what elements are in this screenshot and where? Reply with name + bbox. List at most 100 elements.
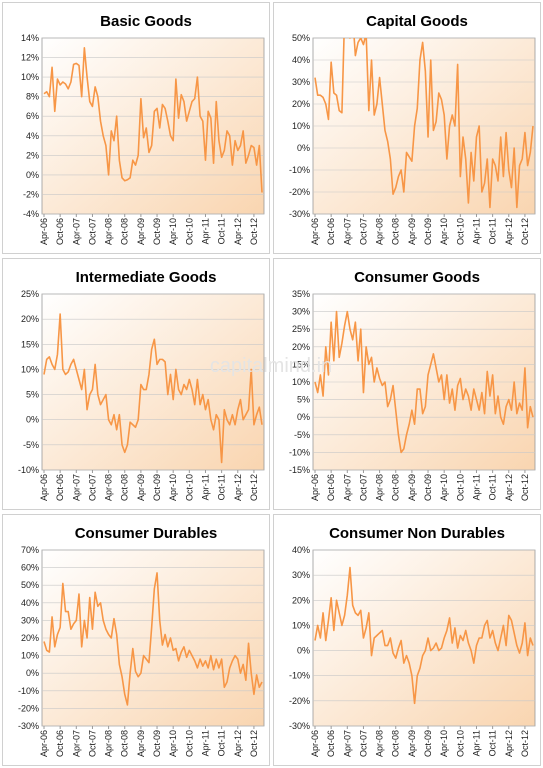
watermark: capitalmind.in (210, 355, 332, 377)
y-tick-label: -10% (18, 686, 39, 696)
y-tick-label: 0% (297, 412, 310, 422)
y-tick-label: 5% (297, 395, 310, 405)
x-tick-label: Oct-07 (87, 218, 97, 245)
x-tick-label: Apr-09 (136, 730, 146, 757)
y-tick-label: 20% (292, 595, 310, 605)
x-tick-label: Oct-08 (391, 474, 401, 501)
y-tick-label: 20% (21, 633, 39, 643)
y-tick-label: -20% (18, 703, 39, 713)
chart-title: Basic Goods (100, 13, 192, 30)
x-tick-label: Oct-11 (217, 218, 227, 244)
x-tick-label: Apr-10 (439, 474, 449, 501)
x-tick-label: Oct-11 (488, 730, 498, 756)
y-tick-label: 30% (21, 615, 39, 625)
y-tick-label: 15% (21, 339, 39, 349)
x-tick-label: Apr-07 (342, 474, 352, 501)
y-tick-label: -10% (289, 447, 310, 457)
x-tick-label: Apr-07 (342, 730, 352, 757)
x-tick-label: Oct-11 (217, 730, 227, 756)
x-tick-label: Apr-07 (71, 218, 81, 245)
x-tick-label: Oct-08 (120, 218, 130, 245)
chart-title: Consumer Durables (75, 525, 218, 542)
y-tick-label: 6% (26, 111, 39, 121)
x-tick-label: Oct-10 (184, 730, 194, 757)
x-tick-label: Oct-06 (55, 730, 65, 757)
x-tick-label: Oct-07 (87, 730, 97, 757)
x-tick-label: Apr-11 (471, 730, 481, 756)
x-tick-label: Oct-12 (249, 474, 259, 501)
x-tick-label: Oct-08 (391, 730, 401, 757)
x-tick-label: Oct-09 (423, 474, 433, 501)
y-tick-label: 50% (21, 580, 39, 590)
x-tick-label: Apr-10 (168, 730, 178, 757)
x-tick-label: Apr-12 (233, 218, 243, 245)
data-line (314, 310, 534, 454)
x-tick-label: Apr-10 (168, 218, 178, 245)
data-line (314, 566, 534, 705)
x-tick-label: Oct-10 (184, 474, 194, 501)
y-tick-label: -30% (289, 721, 310, 731)
chart-panel: Consumer Non Durables -30% -20% -10% 0% 10% 20… (273, 514, 541, 766)
x-tick-label: Apr-06 (39, 730, 49, 757)
y-tick-label: -5% (23, 440, 39, 450)
x-tick-label: Apr-11 (200, 218, 210, 244)
x-tick-label: Apr-12 (504, 218, 514, 245)
x-tick-label: Oct-09 (152, 474, 162, 501)
y-tick-label: 50% (292, 33, 310, 43)
y-tick-label: 10% (21, 651, 39, 661)
y-tick-label: 35% (292, 289, 310, 299)
x-tick-label: Oct-06 (55, 218, 65, 245)
y-tick-label: -10% (289, 671, 310, 681)
y-tick-label: 0% (26, 170, 39, 180)
x-tick-label: Apr-09 (407, 474, 417, 501)
y-tick-label: -20% (289, 187, 310, 197)
y-tick-label: -15% (289, 465, 310, 475)
x-tick-label: Oct-09 (152, 218, 162, 245)
x-tick-label: Apr-10 (439, 730, 449, 757)
x-tick-label: Oct-07 (358, 474, 368, 501)
x-tick-label: Oct-12 (249, 218, 259, 245)
x-tick-label: Oct-08 (391, 218, 401, 245)
x-tick-label: Apr-12 (504, 474, 514, 501)
x-tick-label: Apr-08 (375, 474, 385, 501)
x-tick-label: Oct-10 (455, 474, 465, 501)
x-tick-label: Apr-08 (104, 218, 114, 245)
x-tick-label: Apr-11 (200, 474, 210, 500)
x-tick-label: Oct-06 (55, 474, 65, 501)
x-tick-label: Oct-12 (520, 218, 530, 245)
chart-title: Capital Goods (366, 13, 468, 30)
y-tick-label: 70% (21, 545, 39, 555)
chart-title: Consumer Non Durables (329, 525, 505, 542)
x-tick-label: Apr-07 (71, 730, 81, 757)
x-tick-label: Apr-08 (375, 730, 385, 757)
y-tick-label: 30% (292, 307, 310, 317)
y-tick-label: 20% (292, 342, 310, 352)
y-tick-label: 10% (292, 377, 310, 387)
data-line (43, 313, 263, 464)
chart-panel: Basic Goods -4% -2% 0% 2% 4% 6% 8% 10% 12% 14% Apr-… (2, 2, 270, 254)
x-tick-label: Oct-11 (217, 474, 227, 500)
x-tick-label: Apr-06 (310, 218, 320, 245)
x-tick-label: Oct-09 (423, 218, 433, 245)
y-tick-label: 10% (292, 121, 310, 131)
y-tick-label: 10% (292, 620, 310, 630)
chart-panel: Intermediate Goods -10% -5% 0% 5% 10% 15% 20% 25… (2, 258, 270, 510)
y-tick-label: -30% (18, 721, 39, 731)
y-tick-label: 4% (26, 131, 39, 141)
x-tick-label: Oct-10 (184, 218, 194, 245)
chart-panel: Capital Goods -30% -20% -10% 0% 10% 20% 30% 40% 5… (273, 2, 541, 254)
x-tick-label: Oct-07 (358, 730, 368, 757)
x-tick-label: Apr-12 (233, 730, 243, 757)
x-tick-label: Oct-11 (488, 474, 498, 500)
x-tick-label: Oct-08 (120, 474, 130, 501)
y-tick-label: -5% (294, 430, 310, 440)
y-tick-label: 10% (21, 72, 39, 82)
x-tick-label: Apr-07 (342, 218, 352, 245)
x-tick-label: Oct-10 (455, 730, 465, 757)
plot-area (41, 293, 265, 471)
x-tick-label: Oct-09 (423, 730, 433, 757)
y-tick-label: 40% (292, 55, 310, 65)
chart-title: Intermediate Goods (76, 269, 217, 286)
